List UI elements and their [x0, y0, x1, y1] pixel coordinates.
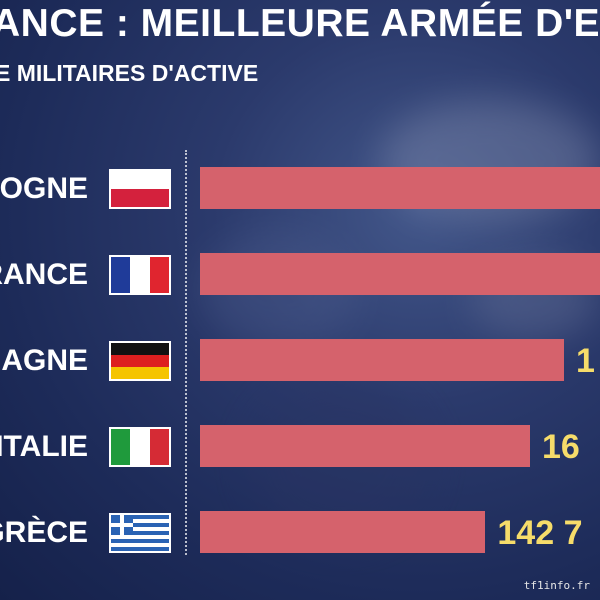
bar [200, 511, 486, 553]
chart-row: ITALIE 16 [0, 425, 600, 469]
category-label: MAGNE [0, 344, 88, 377]
germany-flag-icon [109, 341, 171, 381]
france-flag-icon [109, 255, 171, 295]
value-label: 16 [542, 428, 580, 466]
source-label: tf1info.fr [523, 579, 590, 592]
category-label: GRÈCE [0, 516, 88, 549]
value-label: 142 7 [497, 514, 583, 552]
chart-row: MAGNE 1 [0, 339, 600, 383]
bar [200, 167, 600, 209]
chart-row: RANCE [0, 253, 600, 297]
chart-row: LOGNE [0, 167, 600, 211]
chart-subtitle: E MILITAIRES D'ACTIVE [0, 60, 259, 86]
bar [200, 253, 600, 295]
category-label: LOGNE [0, 172, 88, 205]
greece-flag-icon [109, 513, 171, 553]
chart-row: GRÈCE 142 7 [0, 511, 600, 555]
chart-title: ANCE : MEILLEURE ARMÉE D'EU [0, 2, 600, 45]
poland-flag-icon [109, 169, 171, 209]
italy-flag-icon [109, 427, 171, 467]
category-label: RANCE [0, 258, 88, 291]
category-label: ITALIE [0, 430, 88, 463]
bar [200, 425, 530, 467]
axis-divider-line [185, 150, 187, 555]
value-label: 1 [576, 342, 595, 380]
bar [200, 339, 564, 381]
